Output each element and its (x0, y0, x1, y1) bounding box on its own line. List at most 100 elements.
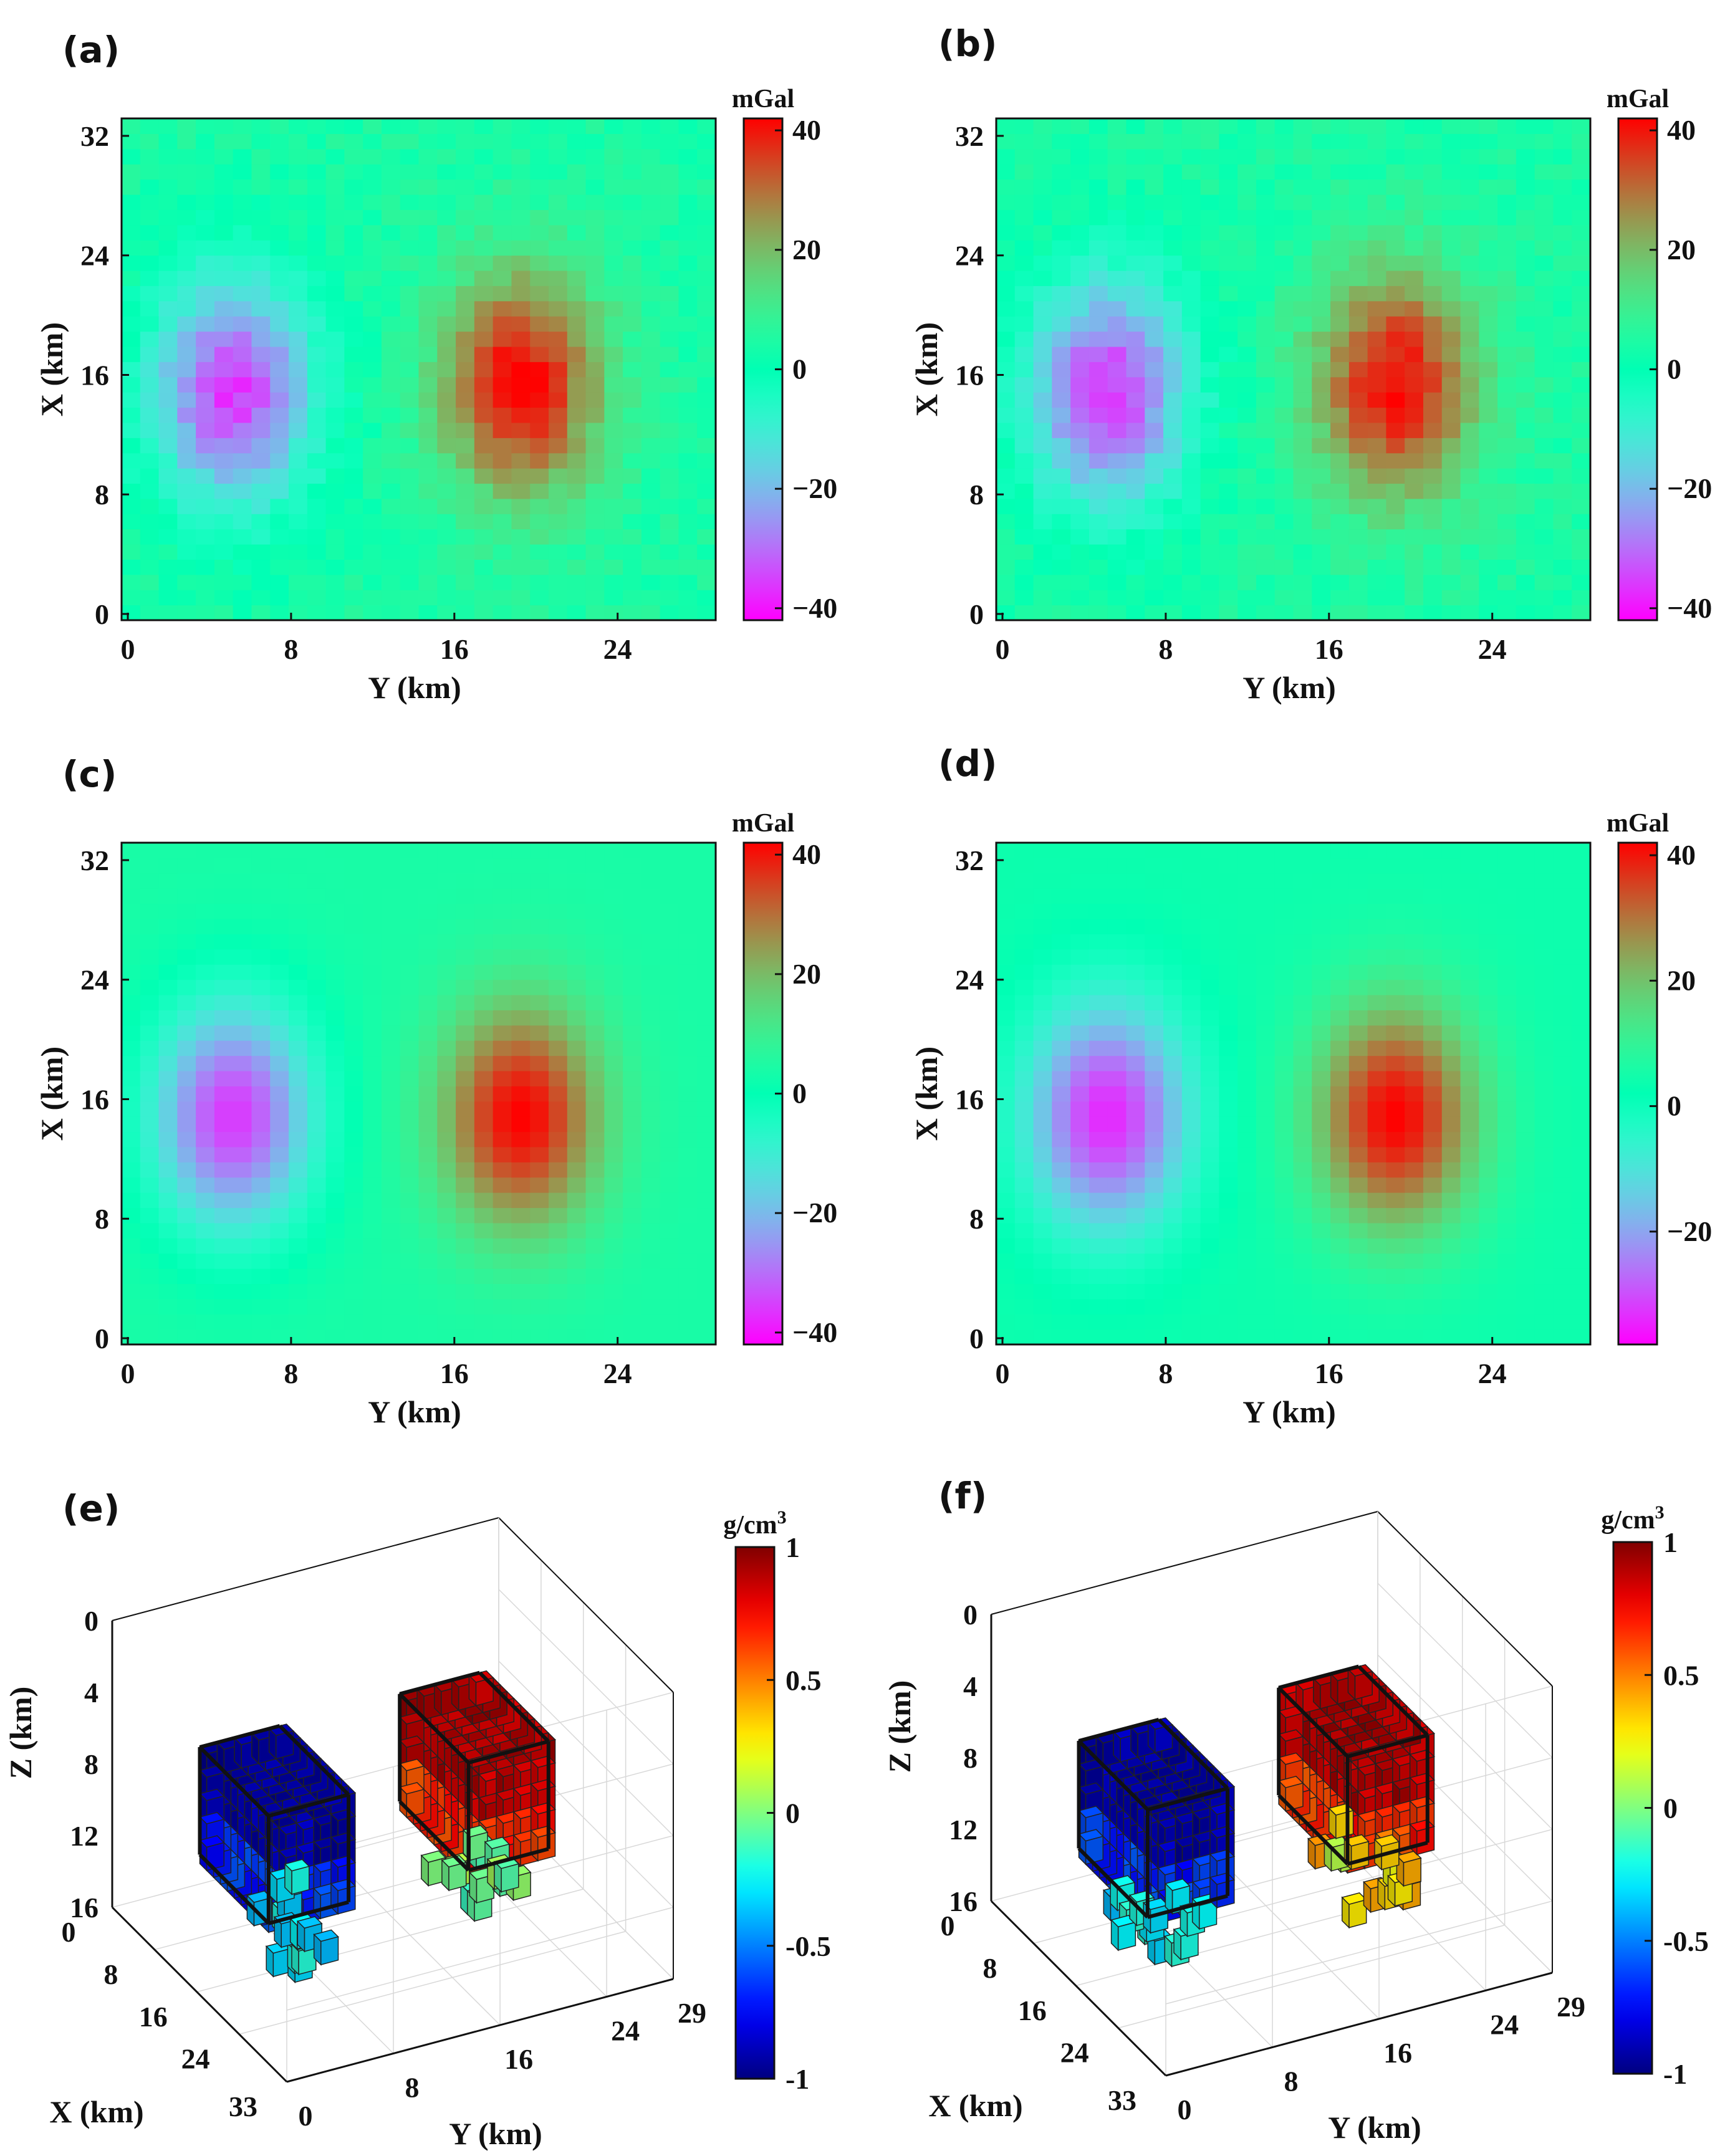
z-tick-label: 0 (84, 1605, 99, 1637)
voxel (1209, 1872, 1236, 1909)
body-outline-positive-body (468, 1847, 549, 1872)
y-tick-label: 29 (678, 1997, 706, 2029)
body-outline-negative-body (1147, 1786, 1228, 1812)
x-tick-label: 24 (1478, 1358, 1507, 1389)
y-axis-label: Y (km) (1328, 2110, 1421, 2145)
body-outline-positive-body (1357, 1665, 1429, 1737)
panel-label-c: (c) (62, 753, 117, 795)
z-tick-label: 8 (963, 1742, 978, 1774)
x-tick-label: 8 (983, 1952, 997, 1984)
body-outline-positive-body (1277, 1686, 1349, 1758)
heatmap-cells-d (996, 843, 1591, 1345)
body-outline-positive-body (1278, 1664, 1360, 1690)
x-tick-label: 0 (62, 1916, 76, 1948)
colorbar-tick-label: 0 (1667, 353, 1681, 385)
y-axis-label: X (km) (34, 1047, 69, 1141)
x-tick-label: 24 (1478, 633, 1507, 665)
body-outline-positive-body (1277, 1794, 1349, 1866)
y-tick-label: 24 (80, 240, 109, 272)
y-axis-label: Y (km) (449, 2116, 542, 2151)
x-tick-label: 8 (284, 633, 298, 665)
colorbar-tick-label: 40 (1667, 839, 1696, 871)
z-tick-label: 16 (949, 1885, 978, 1917)
colorbar-label: mGal (1607, 809, 1669, 838)
y-tick-label: 29 (1557, 1991, 1585, 2023)
y-tick-label: 32 (80, 120, 109, 152)
voxel (265, 1941, 292, 1978)
colorbar-tick-label: -0.5 (1663, 1925, 1709, 1957)
x-axis-label: X (km) (928, 2088, 1022, 2123)
x-tick-label: 0 (941, 1910, 955, 1942)
colorbar-tick-label: 0 (786, 1798, 800, 1829)
x-tick-label: 24 (181, 2043, 210, 2075)
y-tick-label: 0 (969, 598, 984, 630)
y-tick-label: 8 (1284, 2065, 1299, 2097)
body-outline-positive-body (1347, 1841, 1428, 1866)
x-axis-label: Y (km) (368, 670, 461, 705)
colorbar-tick-label: 0.5 (786, 1664, 822, 1696)
voxel (1328, 1803, 1355, 1840)
x-tick-label: 8 (284, 1358, 298, 1389)
colorbar-tick-label: 40 (1667, 114, 1696, 146)
voxel (268, 1723, 294, 1760)
body-outline-positive-body (1347, 1733, 1428, 1758)
y-tick-label: 0 (95, 598, 109, 630)
y-axis-label: X (km) (34, 322, 69, 416)
x-tick-label: 16 (440, 633, 469, 665)
colorbar-tick-label: 1 (786, 1531, 800, 1563)
y-tick-label: 24 (80, 964, 109, 996)
y-tick-label: 16 (80, 359, 109, 391)
x-tick-label: 16 (1315, 633, 1343, 665)
z-tick-label: 8 (84, 1748, 99, 1780)
colorbar-label: mGal (732, 85, 794, 113)
y-tick-label: 24 (955, 964, 984, 996)
y-tick-label: 32 (80, 845, 109, 876)
panel-label-d: (d) (938, 742, 997, 785)
voxel (313, 1929, 339, 1966)
colorbar-label: g/cm3 (1601, 1502, 1664, 1535)
colorbar-tick-label: 20 (792, 234, 821, 266)
y-axis-label: X (km) (909, 1047, 944, 1141)
x-tick-label: 0 (121, 1358, 135, 1389)
voxel (441, 1855, 468, 1892)
panel-label-f: (f) (938, 1475, 987, 1517)
y-tick-label: 32 (955, 120, 984, 152)
plot-frame-b (995, 117, 1592, 621)
colorbar-tick-label: 40 (792, 838, 821, 870)
panel-label-e: (e) (62, 1487, 120, 1530)
colorbar-tick-label: 20 (792, 958, 821, 990)
x-axis-line (111, 1906, 288, 2083)
x-axis-label: X (km) (49, 2094, 143, 2129)
y-tick-label: 32 (955, 845, 984, 876)
voxel (330, 1878, 357, 1915)
plot-frame-a (120, 117, 717, 621)
y-tick-label: 8 (969, 479, 984, 510)
x-tick-label: 16 (1315, 1358, 1343, 1389)
voxel (1110, 1915, 1136, 1952)
colorbar-tick-label: 20 (1667, 234, 1696, 266)
colorbar-tick-label: 0 (1667, 1090, 1681, 1122)
x-tick-label: 16 (1018, 1995, 1047, 2026)
heatmap-cells-c (122, 843, 716, 1345)
x-tick-label: 0 (121, 633, 135, 665)
colorbar-tick-label: −40 (792, 1316, 837, 1348)
body-outline-positive-body (398, 1692, 470, 1765)
voxel (530, 1825, 556, 1862)
y-axis-line (1165, 1972, 1553, 2077)
voxel (284, 1859, 310, 1895)
x-tick-label: 8 (103, 1958, 118, 1990)
body-outline-negative-body (1077, 1847, 1149, 1919)
colorbar-tick-label: 0 (792, 353, 807, 385)
body-outline-positive-body (399, 1670, 481, 1696)
x-axis-label: Y (km) (1242, 670, 1336, 705)
colorbar-label: g/cm3 (723, 1507, 786, 1540)
y-tick-label: 0 (969, 1323, 984, 1354)
x-tick-label: 24 (603, 1358, 632, 1389)
plot-frame-d (995, 841, 1592, 1346)
z-tick-label: 16 (70, 1892, 99, 1924)
y-axis-line (286, 1978, 674, 2083)
